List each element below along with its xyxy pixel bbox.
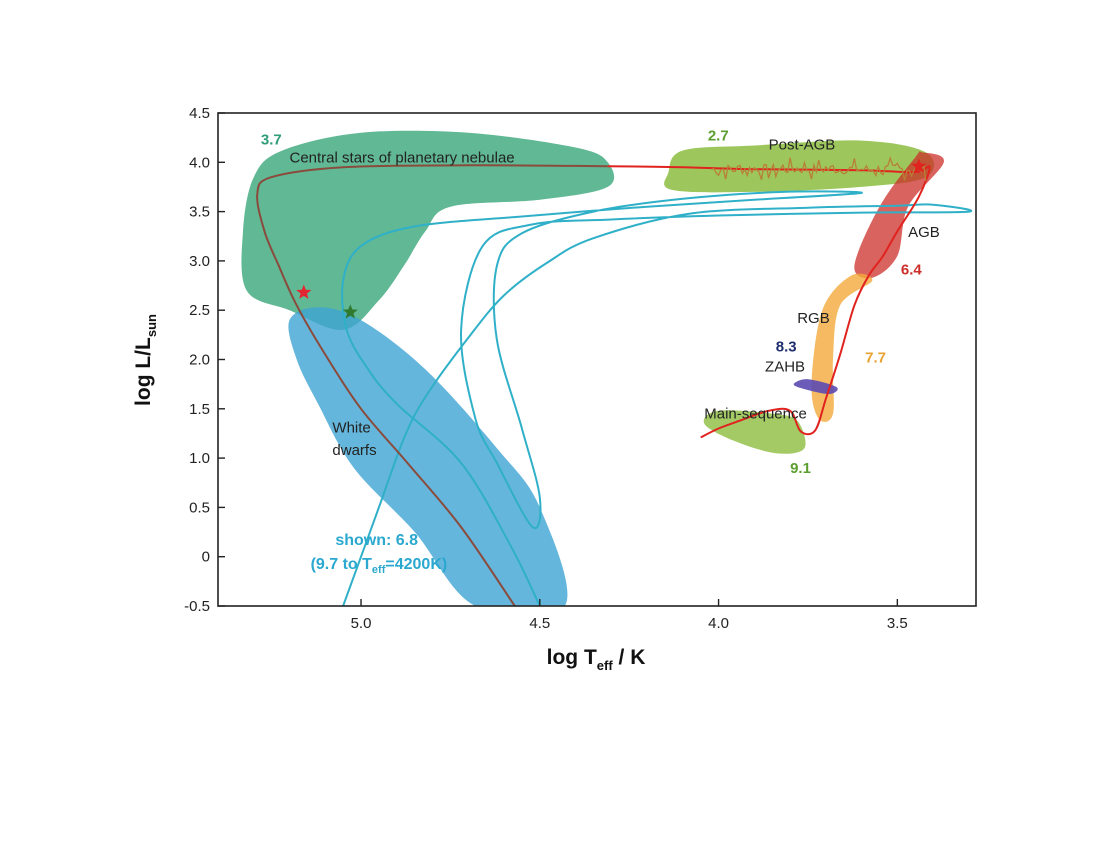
star-marker-2 [342,304,358,319]
y-tick-label: 0.5 [189,499,210,516]
y-tick-label: 2.5 [189,302,210,319]
region-label-post-agb: Post-AGB [769,136,836,153]
y-tick-label: 2.0 [189,352,210,369]
region-central-stars-of-planetary-nebulae [241,130,615,331]
y-tick-label: 1.0 [189,450,210,467]
chart-annotations: Central stars of planetary nebulae Post-A… [261,128,940,477]
region-zahb [793,379,838,395]
track-line-2 [256,164,608,606]
marker-stars [296,158,927,319]
y-tick-label: 3.5 [189,204,210,221]
y-axis-title: log L/Lsun [132,314,159,406]
region-label-zahb: ZAHB [765,358,805,375]
y-tick-label: 4.5 [189,105,210,122]
region-main-sequence [703,410,806,454]
y-tick-label: 4.0 [189,154,210,171]
y-tick-label: 3.0 [189,253,210,270]
x-tick-label: 5.0 [351,615,372,632]
x-tick-label: 4.5 [529,615,550,632]
age-label-9-1: 9.1 [790,460,811,477]
y-tick-label: 0 [202,549,210,566]
region-label-central-stars-of-planetary-nebulae: Central stars of planetary nebulae [290,149,515,166]
region-label-agb: AGB [908,224,940,241]
age-label-7-7: 7.7 [865,349,886,366]
age-label-2-7: 2.7 [708,128,729,145]
star-marker-1 [296,284,312,299]
star-marker-3 [911,158,927,173]
region-agb [854,151,945,279]
evolutionary-tracks [256,156,973,606]
x-tick-label: 4.0 [708,615,729,632]
age-label-6-4: 6.4 [901,262,923,279]
y-tick-label: 1.5 [189,401,210,418]
track-line-1 [341,190,973,606]
post-agb-variability-trace [711,156,927,181]
x-axis-title: log Teff / K [547,646,646,673]
shown-age-line2: (9.7 to Teff=4200K) [311,556,448,576]
region-post-agb [664,140,934,193]
region-label-main-sequence: Main-sequence [704,406,807,423]
age-label-8-3: 8.3 [776,339,797,356]
region-label-dwarfs: dwarfs [332,442,376,459]
region-label-rgb: RGB [797,310,830,327]
track-line-3 [607,165,931,439]
axes: 5.0 4.5 4.0 3.5 4.5 4.0 3.5 3.0 2.5 2.0 1.5 1.0 0.5 0… [184,105,908,632]
shown-age-line1: shown: 6.8 [335,532,418,549]
region-label-white: White [332,419,370,436]
evolutionary-regions [241,130,945,606]
y-tick-label: -0.5 [184,598,210,615]
region-white-dwarfs [288,307,568,606]
shown-age-label: shown: 6.8 (9.7 to Teff=4200K) [311,532,448,576]
age-label-3-7: 3.7 [261,132,282,149]
x-tick-label: 3.5 [887,615,908,632]
